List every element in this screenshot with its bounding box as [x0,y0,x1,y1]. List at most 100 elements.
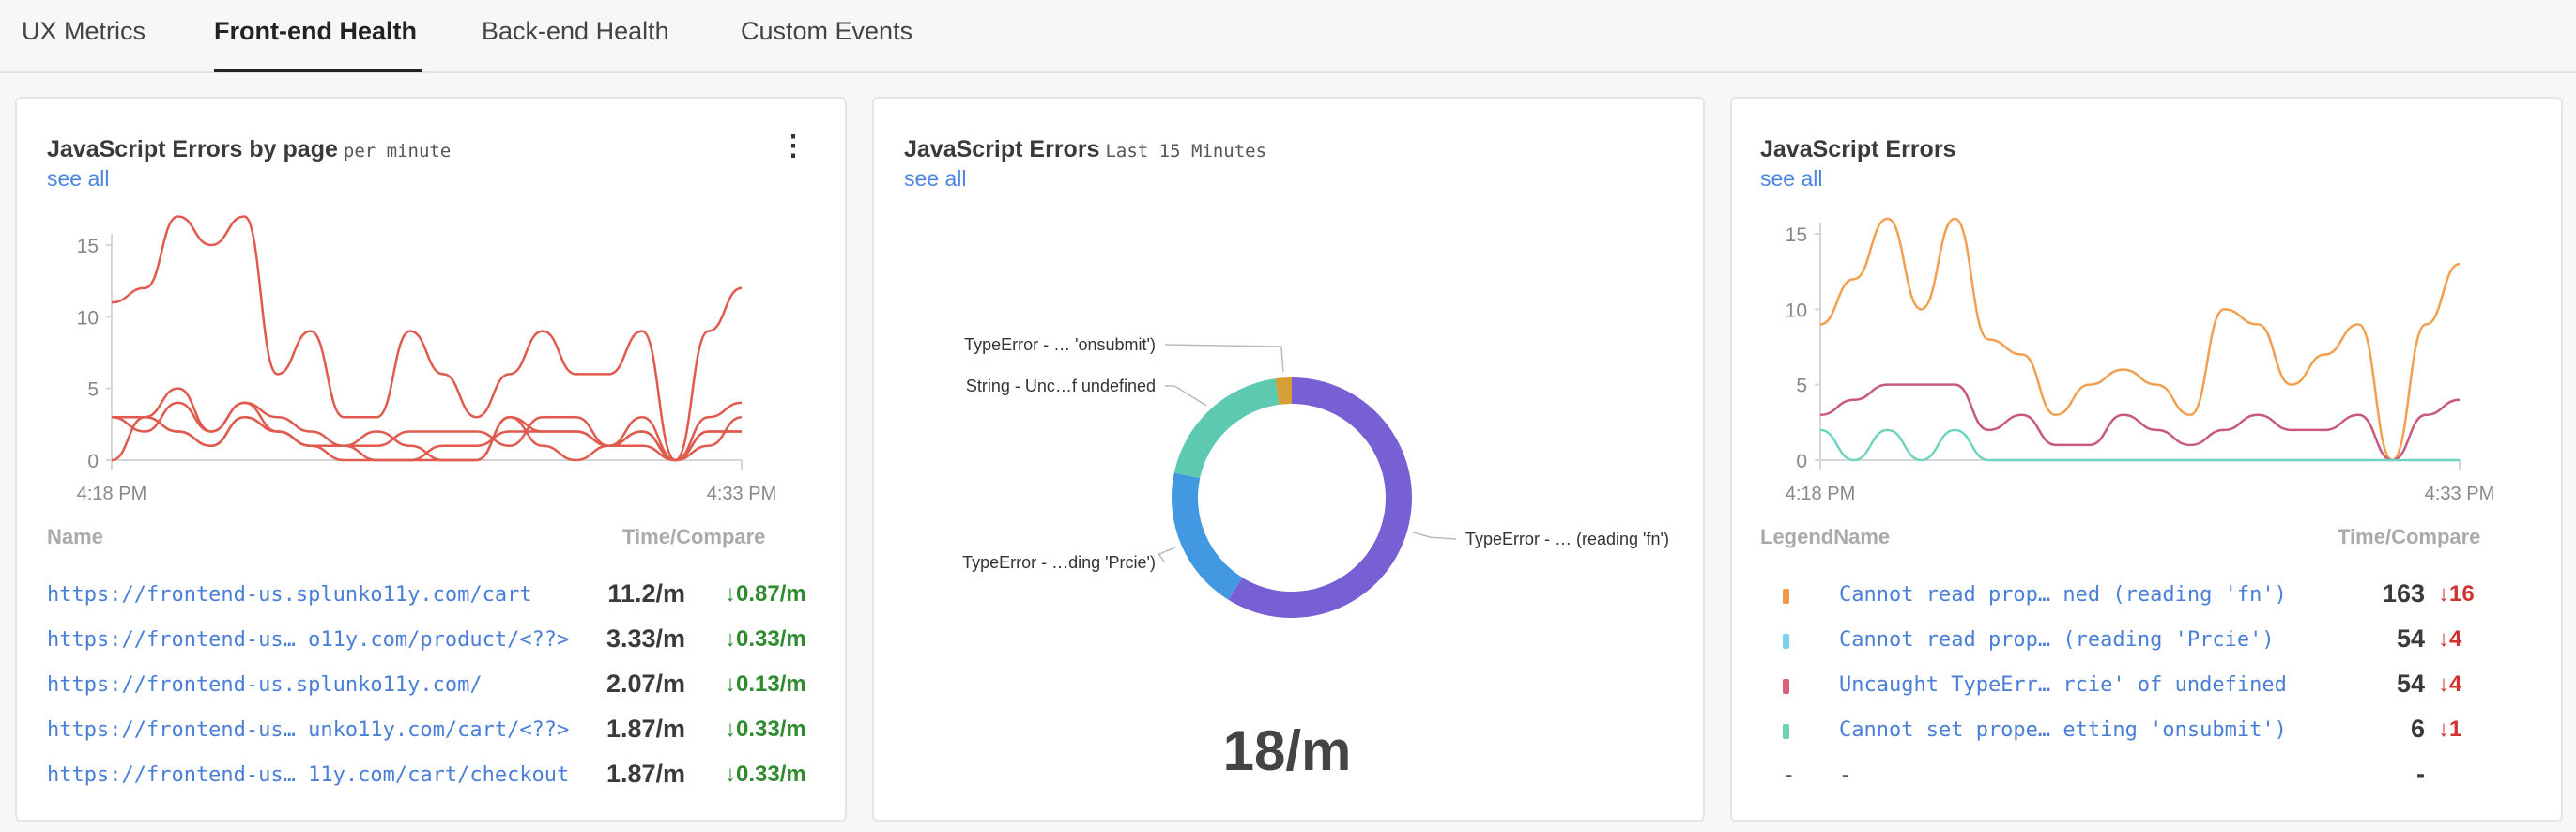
y-tick-label: 0 [1796,451,1807,472]
rate-value: 11.2/m [607,579,685,608]
js-errors-donut-card: JavaScript Errors Last 15 Minutes see all… [872,97,1705,822]
rate-value: 2.07/m [606,670,685,698]
column-header-time-compare: Time/Compare [2338,525,2481,548]
legend-swatch [1783,634,1789,649]
donut-label-leader [1412,532,1457,540]
y-tick-label: 5 [1796,376,1807,397]
legend-swatch [1783,679,1789,694]
rate-value: 3.33/m [606,624,685,653]
y-tick-label: 10 [77,307,99,329]
error-name-link[interactable]: Cannot read prop… ned (reading 'fn') [1839,583,2287,607]
see-all-link[interactable]: see all [904,166,967,191]
compare-value: ↓4 [2438,671,2462,697]
tab-front-end-health[interactable]: Front-end Health [214,17,417,45]
donut-slice-1[interactable] [1228,377,1412,618]
see-all-link[interactable]: see all [47,166,110,191]
table-row: https://frontend-us.splunko11y.com/ 2.07… [17,668,845,705]
donut-label-leader [1165,385,1207,407]
series-line-2 [1819,383,2461,462]
count-value: 54 [2396,670,2425,698]
y-tick-label: 5 [87,379,99,401]
compare-value: ↓0.33/m [725,626,806,652]
table-row: Cannot set prope… etting 'onsubmit') 6 ↓… [1732,713,2561,750]
table-row: https://frontend-us… 11y.com/cart/checko… [17,758,845,795]
see-all-link[interactable]: see all [1760,166,1823,191]
table-row-empty: - - - [1732,758,2561,795]
donut-slice-label: TypeError - … (reading 'fn') [1465,530,1669,548]
donut-slice-label: TypeError - …ding 'Prcie') [962,553,1156,572]
count-value: 54 [2396,624,2425,653]
column-header-legend-name: LegendName [1760,525,1891,548]
count-value: 163 [2382,579,2425,608]
js-errors-donut-chart: TypeError - … (reading 'fn') TypeError - … [962,335,1669,618]
error-name-link[interactable]: Cannot set prope… etting 'onsubmit') [1839,718,2287,742]
x-tick-label: 4:33 PM [2425,484,2494,504]
card-title: JavaScript Errors [1760,136,1956,162]
series-line-4 [111,387,742,462]
y-tick-label: 15 [1786,224,1807,246]
js-errors-by-page-card: JavaScript Errors by page per minute see … [15,97,847,822]
page-url-link[interactable]: https://frontend-us… unko11y.com/cart/<?… [47,718,570,742]
card-title-text: JavaScript Errors [904,136,1100,162]
series-line-3 [1819,428,2460,462]
x-tick-label: 4:33 PM [707,484,776,504]
x-tick-label: 4:18 PM [77,484,146,504]
compare-value: ↓0.33/m [725,716,806,742]
column-header-time-compare: Time/Compare [622,525,766,548]
y-tick-label: 15 [77,236,99,257]
rate-value: 1.87/m [606,760,685,788]
donut-slice-label: String - Unc…f undefined [966,377,1156,395]
series-line-5 [111,415,742,462]
column-header-name: Name [47,525,103,548]
compare-value: ↓1 [2438,716,2462,742]
total-rate: 18/m [1222,719,1352,782]
error-name-link[interactable]: Uncaught TypeErr… rcie' of undefined [1839,673,2287,697]
page-url-link[interactable]: https://frontend-us.splunko11y.com/ [47,673,483,697]
page-url-link[interactable]: https://frontend-us… o11y.com/product/<?… [47,628,570,652]
compare-value: ↓16 [2438,581,2475,607]
x-tick-label: 4:18 PM [1786,484,1855,504]
kebab-menu-icon[interactable]: ⋮ [779,131,807,162]
table-row: Uncaught TypeErr… rcie' of undefined 54 … [1732,668,2561,705]
donut-slice-3[interactable] [1173,378,1280,479]
compare-value: ↓4 [2438,626,2462,652]
tab-bar: UX Metrics Front-end Health Back-end Hea… [0,0,2576,73]
page-url-link[interactable]: https://frontend-us.splunko11y.com/cart [47,583,532,607]
table-row: https://frontend-us… unko11y.com/cart/<?… [17,713,845,750]
card-subtitle: per minute [343,141,452,162]
count-value: 6 [2410,715,2425,743]
legend-swatch [1783,589,1789,604]
card-title-text: JavaScript Errors by page [47,136,338,162]
y-tick-label: 0 [87,451,99,472]
js-errors-by-page-chart: 0 5 10 15 4:18 PM 4:33 PM [77,215,776,504]
card-subtitle: Last 15 Minutes [1105,141,1267,162]
card-title: JavaScript Errors Last 15 Minutes [904,136,1266,163]
donut-slice-2[interactable] [1172,472,1243,600]
donut-slice-label: TypeError - … 'onsubmit') [964,335,1156,354]
table-row: https://frontend-us… o11y.com/product/<?… [17,623,845,660]
tab-ux-metrics[interactable]: UX Metrics [22,17,146,45]
table-row: Cannot read prop… (reading 'Prcie') 54 ↓… [1732,623,2561,660]
js-errors-card: JavaScript Errors see all 0 5 10 15 4:18 PM 4… [1730,97,2563,822]
compare-value: ↓0.87/m [725,581,806,607]
table-row: https://frontend-us.splunko11y.com/cart … [17,578,845,615]
tab-custom-events[interactable]: Custom Events [741,17,913,45]
compare-value: ↓0.13/m [725,671,806,697]
active-tab-indicator [214,69,422,72]
y-tick-label: 10 [1786,300,1807,321]
error-name-link[interactable]: Cannot read prop… (reading 'Prcie') [1839,628,2275,652]
legend-swatch [1783,724,1789,739]
series-line-1 [1819,217,2461,462]
empty-value: - [2416,760,2425,788]
empty-name: - [1839,763,1852,787]
page-url-link[interactable]: https://frontend-us… 11y.com/cart/checko… [47,763,570,787]
donut-label-leader [1164,344,1284,373]
table-row: Cannot read prop… ned (reading 'fn') 163… [1732,578,2561,615]
donut-label-leader [1158,546,1177,563]
tab-back-end-health[interactable]: Back-end Health [482,17,669,45]
donut-slice-4[interactable] [1275,377,1292,405]
empty-swatch: - [1783,763,1796,787]
js-errors-line-chart: 0 5 10 15 4:18 PM 4:33 PM [1786,217,2494,504]
rate-value: 1.87/m [606,715,685,743]
card-title: JavaScript Errors by page per minute [47,136,451,163]
